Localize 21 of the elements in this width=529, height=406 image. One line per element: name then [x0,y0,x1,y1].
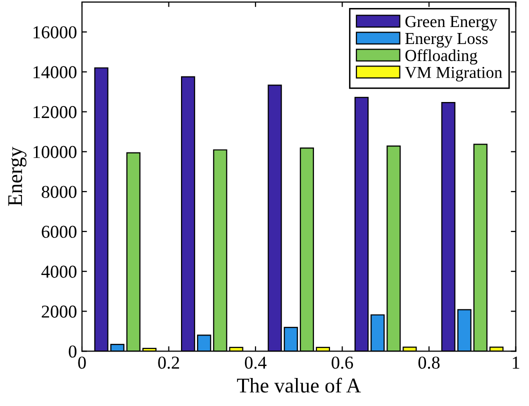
y-tick-label: 8000 [42,186,76,198]
y-tick-label: 2000 [42,306,76,318]
y-tick-label: 16000 [34,26,76,38]
y-tick-label: 10000 [34,146,76,158]
legend-label: Green Energy [405,16,498,31]
y-tick-label: 14000 [34,66,76,78]
y-axis-title: Energy [8,146,26,206]
legend-label: VM Migration [404,66,502,82]
legend-label: Offloading [405,49,478,65]
x-tick-label: 0.8 [418,356,440,369]
x-tick-label: 0.6 [332,356,354,369]
legend-label: Energy Loss [405,33,488,48]
x-tick-label: 1 [512,356,520,369]
y-tick-label: 4000 [41,266,76,278]
x-tick-label: 0.2 [158,356,180,369]
x-tick-label: 0.4 [244,356,267,369]
y-tick-label: 12000 [34,106,76,118]
x-tick-label: 0 [78,356,86,369]
y-tick-label: 0 [68,345,76,358]
x-axis-title: The value of A [237,378,361,393]
y-tick-label: 6000 [42,226,76,238]
